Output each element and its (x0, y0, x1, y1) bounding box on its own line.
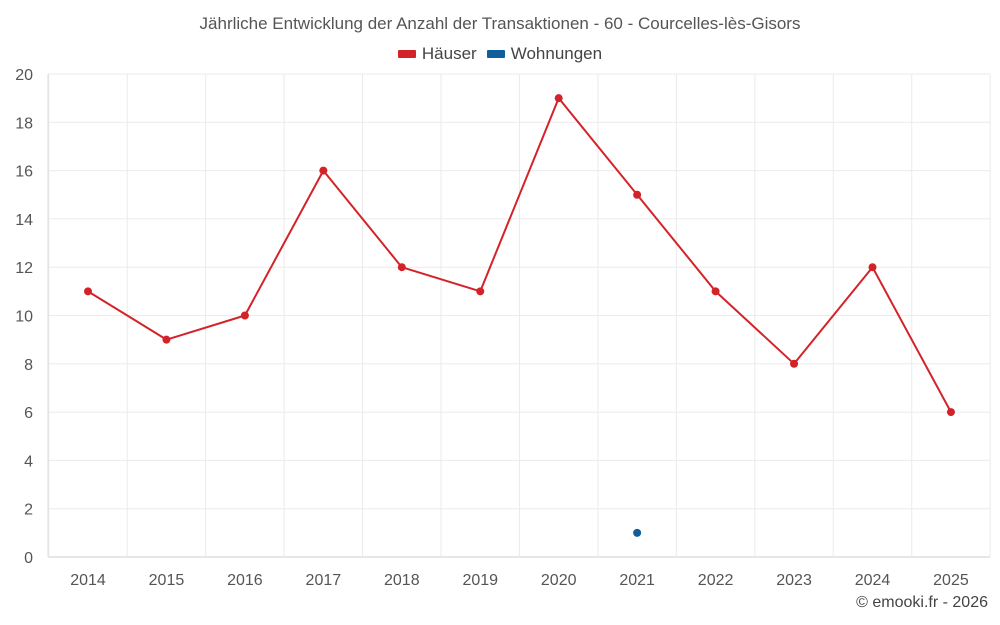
y-tick-label: 14 (15, 212, 33, 229)
data-point-haeuser (633, 190, 642, 199)
legend-swatch-wohnungen (486, 50, 505, 58)
y-tick-label: 18 (15, 115, 33, 132)
y-tick-label: 16 (15, 164, 33, 181)
x-tick-label: 2025 (933, 572, 969, 589)
data-point-haeuser (554, 94, 563, 103)
credit-text: © emooki.fr - 2026 (856, 594, 988, 611)
y-tick-label: 4 (24, 453, 33, 470)
y-tick-label: 6 (24, 405, 33, 422)
y-tick-label: 8 (24, 357, 33, 374)
x-tick-label: 2020 (541, 572, 577, 589)
x-tick-label: 2024 (855, 572, 891, 589)
data-point-haeuser (84, 287, 92, 296)
legend-label-wohnungen: Wohnungen (510, 44, 603, 63)
data-point-haeuser (946, 408, 955, 417)
legend-label-haeuser: Häuser (421, 44, 477, 63)
data-point-haeuser (240, 311, 249, 320)
y-tick-label: 2 (24, 502, 33, 519)
y-tick-label: 20 (15, 67, 33, 84)
x-tick-label: 2014 (70, 572, 106, 589)
x-tick-label: 2022 (698, 572, 734, 589)
data-point-haeuser (162, 335, 171, 344)
data-point-haeuser (711, 287, 720, 296)
x-tick-label: 2017 (306, 572, 342, 589)
chart-legend: Häuser Wohnungen (0, 44, 1000, 64)
legend-item-haeuser[interactable]: Häuser (397, 44, 477, 64)
data-point-haeuser (790, 359, 799, 368)
y-tick-label: 12 (15, 260, 33, 277)
legend-swatch-haeuser (397, 50, 416, 58)
data-point-haeuser (319, 166, 328, 175)
y-tick-label: 10 (15, 309, 33, 326)
x-tick-label: 2018 (384, 572, 420, 589)
y-tick-label: 0 (24, 550, 33, 567)
x-tick-label: 2019 (462, 572, 498, 589)
data-point-haeuser (476, 287, 485, 296)
data-point-haeuser (868, 263, 877, 272)
data-point-wohnungen (633, 528, 642, 537)
data-point-haeuser (397, 263, 406, 272)
series-line-haeuser (87, 97, 952, 413)
x-tick-label: 2021 (619, 572, 655, 589)
legend-item-wohnungen[interactable]: Wohnungen (486, 44, 603, 64)
x-tick-label: 2015 (149, 572, 185, 589)
x-tick-label: 2023 (776, 572, 812, 589)
chart-title: Jährliche Entwicklung der Anzahl der Tra… (199, 14, 801, 33)
x-tick-label: 2016 (227, 572, 263, 589)
